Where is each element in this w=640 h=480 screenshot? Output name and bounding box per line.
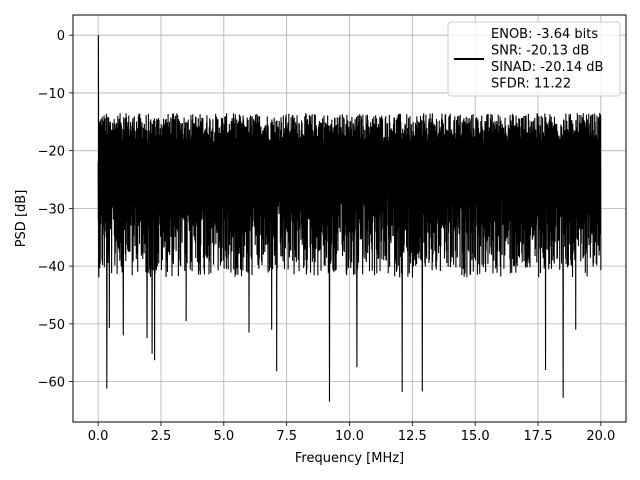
legend-sinad: SINAD: -20.14 dB: [491, 60, 603, 75]
x-tick-label: 17.5: [524, 429, 553, 444]
psd-trace: [97, 35, 602, 402]
y-tick-label: −40: [38, 260, 65, 275]
x-tick-label: 10.0: [335, 429, 364, 444]
x-tick-label: 7.5: [276, 429, 297, 444]
legend-sfdr: SFDR: 11.22: [491, 77, 571, 92]
x-tick-label: 12.5: [398, 429, 427, 444]
y-tick-label: −60: [38, 376, 65, 391]
legend-enob: ENOB: -3.64 bits: [491, 27, 598, 42]
y-tick-label: −10: [38, 87, 65, 102]
y-axis-label: PSD [dB]: [14, 190, 29, 248]
y-tick-label: −50: [38, 318, 65, 333]
psd-line: [97, 35, 602, 402]
x-tick-label: 2.5: [151, 429, 172, 444]
y-axis-ticks: 0 −10 −20 −30 −40 −50 −60: [38, 29, 73, 391]
legend-snr: SNR: -20.13 dB: [491, 44, 589, 59]
y-tick-label: −30: [38, 202, 65, 217]
x-axis-label: Frequency [MHz]: [295, 451, 404, 466]
y-tick-label: 0: [57, 29, 65, 44]
x-tick-label: 0.0: [88, 429, 109, 444]
x-axis-ticks: 0.0 2.5 5.0 7.5 10.0 12.5 15.0 17.5 20.0: [88, 422, 615, 444]
y-tick-label: −20: [38, 145, 65, 160]
legend: ENOB: -3.64 bits SNR: -20.13 dB SINAD: -…: [447, 21, 621, 97]
x-tick-label: 5.0: [213, 429, 234, 444]
x-tick-label: 15.0: [461, 429, 490, 444]
x-tick-label: 20.0: [586, 429, 615, 444]
legend-box: [447, 21, 621, 97]
